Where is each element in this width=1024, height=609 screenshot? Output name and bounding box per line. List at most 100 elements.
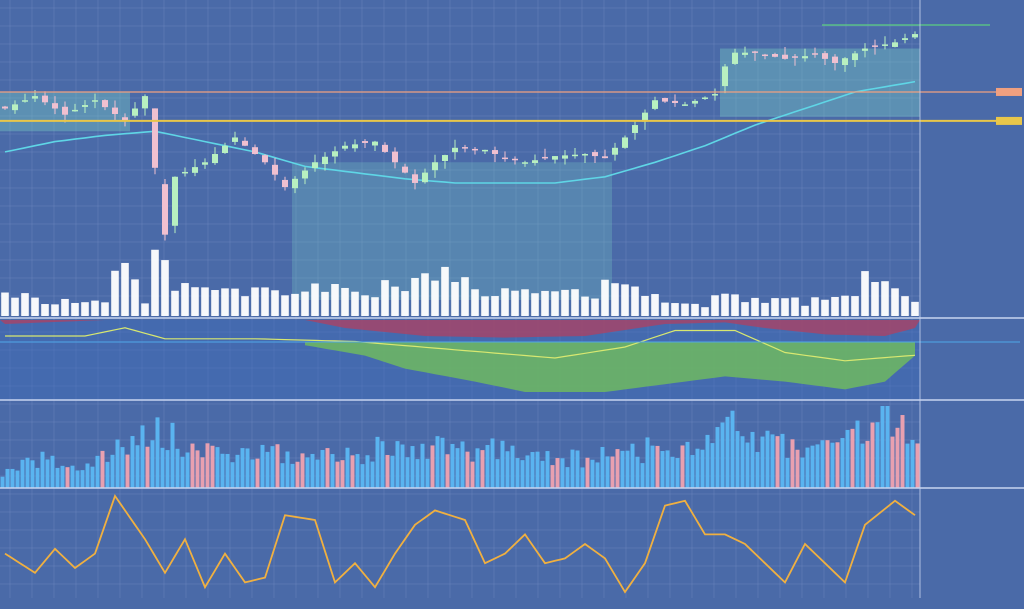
candle[interactable]: [522, 162, 528, 164]
volume-bar[interactable]: [461, 277, 469, 316]
candle[interactable]: [742, 52, 748, 55]
candle[interactable]: [312, 162, 318, 169]
volume-bar[interactable]: [191, 287, 199, 316]
candle[interactable]: [882, 44, 888, 46]
volume-bar[interactable]: [911, 301, 919, 316]
candle[interactable]: [872, 45, 878, 47]
candle[interactable]: [732, 52, 738, 64]
histogram-bar[interactable]: [545, 451, 550, 488]
candle[interactable]: [692, 100, 698, 104]
candle[interactable]: [162, 184, 168, 235]
histogram-bar[interactable]: [625, 450, 630, 488]
histogram-bar[interactable]: [465, 451, 470, 488]
histogram-bar[interactable]: [140, 425, 145, 488]
histogram-bar[interactable]: [100, 450, 105, 488]
candle[interactable]: [622, 137, 628, 148]
histogram-bar[interactable]: [540, 460, 545, 488]
candle[interactable]: [82, 105, 88, 107]
volume-bar[interactable]: [161, 260, 169, 316]
histogram-bar[interactable]: [155, 417, 160, 488]
histogram-bar[interactable]: [825, 440, 830, 488]
candle[interactable]: [62, 106, 68, 115]
histogram-bar[interactable]: [0, 476, 5, 488]
histogram-bar[interactable]: [810, 445, 815, 488]
histogram-bar[interactable]: [435, 436, 440, 488]
histogram-bar[interactable]: [795, 449, 800, 488]
volume-bar[interactable]: [491, 296, 499, 316]
histogram-bar[interactable]: [15, 470, 20, 488]
histogram-bar[interactable]: [580, 467, 585, 488]
candle[interactable]: [32, 96, 38, 99]
candle[interactable]: [642, 112, 648, 122]
volume-bar[interactable]: [681, 303, 689, 316]
volume-bar[interactable]: [311, 283, 319, 316]
histogram-bar[interactable]: [420, 443, 425, 488]
candle[interactable]: [212, 154, 218, 164]
candle[interactable]: [262, 155, 268, 163]
candle[interactable]: [542, 156, 548, 159]
volume-bar[interactable]: [861, 271, 869, 316]
histogram-bar[interactable]: [105, 461, 110, 488]
histogram-bar[interactable]: [530, 452, 535, 488]
candle[interactable]: [912, 34, 918, 38]
volume-bar[interactable]: [301, 291, 309, 316]
histogram-bar[interactable]: [85, 463, 90, 488]
histogram-bar[interactable]: [690, 455, 695, 488]
candle[interactable]: [722, 66, 728, 87]
histogram-bar[interactable]: [725, 416, 730, 488]
histogram-bar[interactable]: [400, 444, 405, 488]
candle[interactable]: [52, 103, 58, 109]
candle[interactable]: [792, 56, 798, 58]
volume-bar[interactable]: [331, 284, 339, 316]
histogram-bar[interactable]: [425, 458, 430, 488]
candle[interactable]: [902, 38, 908, 40]
candle[interactable]: [842, 58, 848, 66]
histogram-bar[interactable]: [175, 448, 180, 488]
histogram-bar[interactable]: [770, 434, 775, 488]
candle[interactable]: [662, 97, 668, 102]
histogram-bar[interactable]: [120, 447, 125, 488]
candle[interactable]: [582, 154, 588, 156]
volume-bar[interactable]: [341, 287, 349, 316]
histogram-bar[interactable]: [685, 441, 690, 488]
candle[interactable]: [822, 53, 828, 59]
candle[interactable]: [142, 96, 148, 109]
histogram-bar[interactable]: [670, 456, 675, 488]
candle[interactable]: [452, 147, 458, 153]
histogram-bar[interactable]: [790, 439, 795, 488]
histogram-bar[interactable]: [650, 445, 655, 488]
histogram-bar[interactable]: [870, 422, 875, 488]
candle[interactable]: [332, 151, 338, 157]
histogram-bar[interactable]: [470, 461, 475, 488]
volume-bar[interactable]: [421, 273, 429, 316]
histogram-bar[interactable]: [445, 454, 450, 488]
volume-bar[interactable]: [551, 291, 559, 316]
candle[interactable]: [102, 100, 108, 108]
histogram-bar[interactable]: [80, 470, 85, 488]
histogram-bar[interactable]: [860, 443, 865, 488]
histogram-bar[interactable]: [590, 459, 595, 488]
candle[interactable]: [72, 109, 78, 112]
volume-bar[interactable]: [521, 289, 529, 316]
candle[interactable]: [292, 178, 298, 189]
histogram-bar[interactable]: [135, 445, 140, 488]
volume-bar[interactable]: [351, 291, 359, 316]
volume-bar[interactable]: [841, 295, 849, 316]
histogram-bar[interactable]: [90, 466, 95, 488]
volume-bar[interactable]: [221, 288, 229, 316]
candle[interactable]: [382, 144, 388, 152]
volume-bar[interactable]: [731, 294, 739, 316]
volume-bar[interactable]: [381, 280, 389, 316]
volume-bar[interactable]: [641, 295, 649, 316]
histogram-bar[interactable]: [525, 455, 530, 488]
histogram-bar[interactable]: [915, 443, 920, 488]
histogram-bar[interactable]: [840, 438, 845, 488]
histogram-bar[interactable]: [385, 454, 390, 488]
histogram-bar[interactable]: [765, 430, 770, 488]
histogram-bar[interactable]: [800, 457, 805, 488]
histogram-bar[interactable]: [680, 445, 685, 488]
histogram-bar[interactable]: [620, 450, 625, 488]
candle[interactable]: [502, 157, 508, 160]
candle[interactable]: [512, 158, 518, 161]
volume-bar[interactable]: [511, 290, 519, 316]
